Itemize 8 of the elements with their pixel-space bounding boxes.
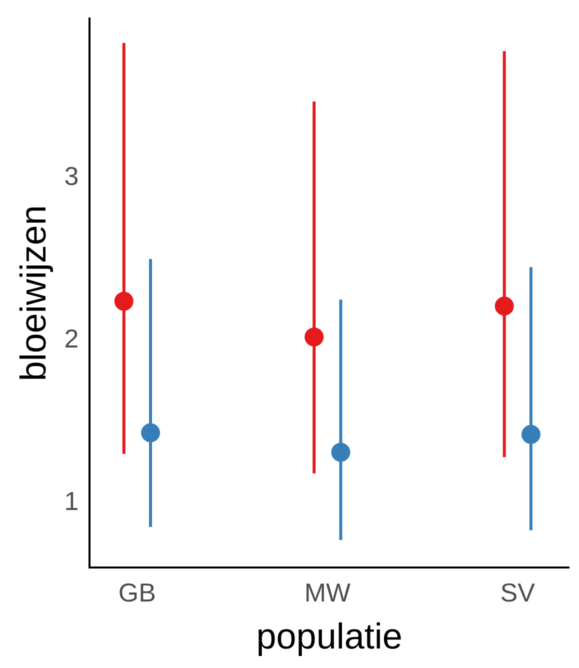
y-tick-label: 3 — [64, 160, 79, 191]
x-tick-label: GB — [118, 577, 156, 608]
y-tick-label: 2 — [64, 323, 79, 354]
x-axis-title: populatie — [256, 615, 402, 656]
x-tick-label: MW — [304, 577, 351, 608]
y-tick-label: 1 — [64, 486, 79, 516]
y-axis-title: bloeiwijzen — [12, 205, 54, 382]
x-tick-label: SV — [500, 577, 536, 608]
